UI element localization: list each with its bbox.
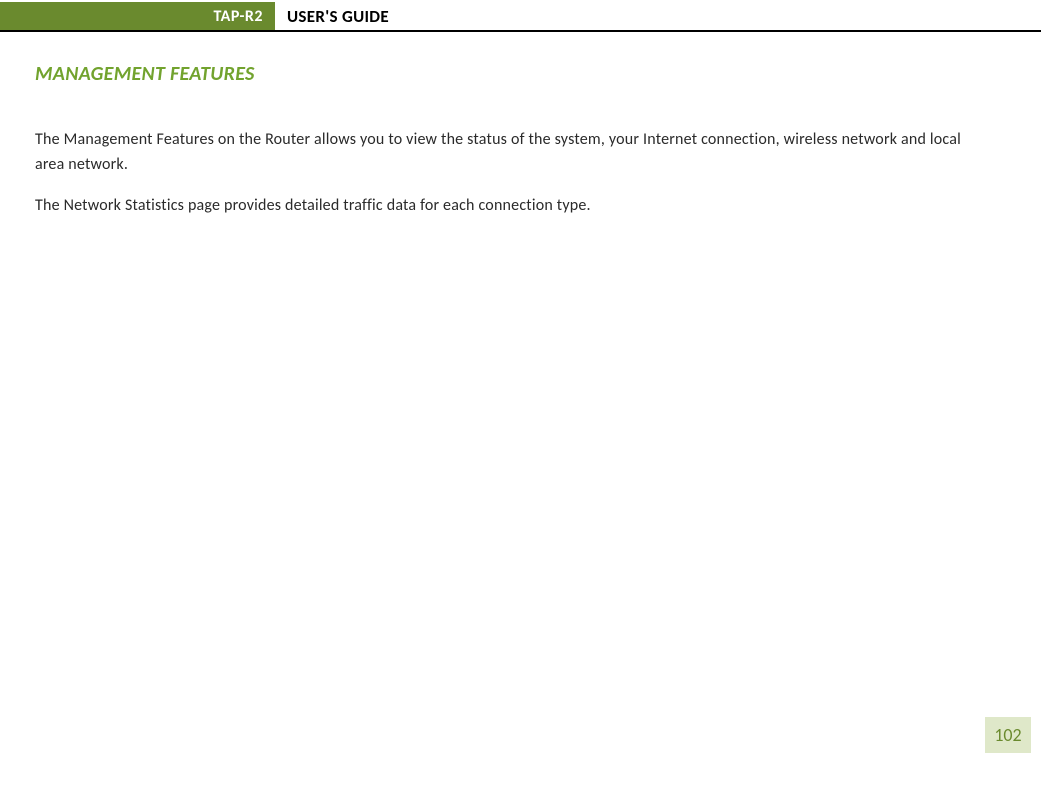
paragraph-2: The Network Statistics page provides det… — [35, 194, 991, 219]
page-content: MANAGEMENT FEATURES The Management Featu… — [0, 32, 1041, 218]
product-code: TAP-R2 — [213, 7, 263, 26]
page-number-box: 102 — [985, 717, 1031, 753]
document-header: TAP-R2 USER'S GUIDE — [0, 2, 1041, 32]
document-title: USER'S GUIDE — [275, 2, 389, 30]
title-text: USER'S GUIDE — [287, 6, 389, 27]
section-heading: MANAGEMENT FEATURES — [35, 62, 991, 86]
product-badge: TAP-R2 — [0, 2, 275, 30]
paragraph-1: The Management Features on the Router al… — [35, 128, 991, 178]
page-number: 102 — [994, 724, 1021, 746]
